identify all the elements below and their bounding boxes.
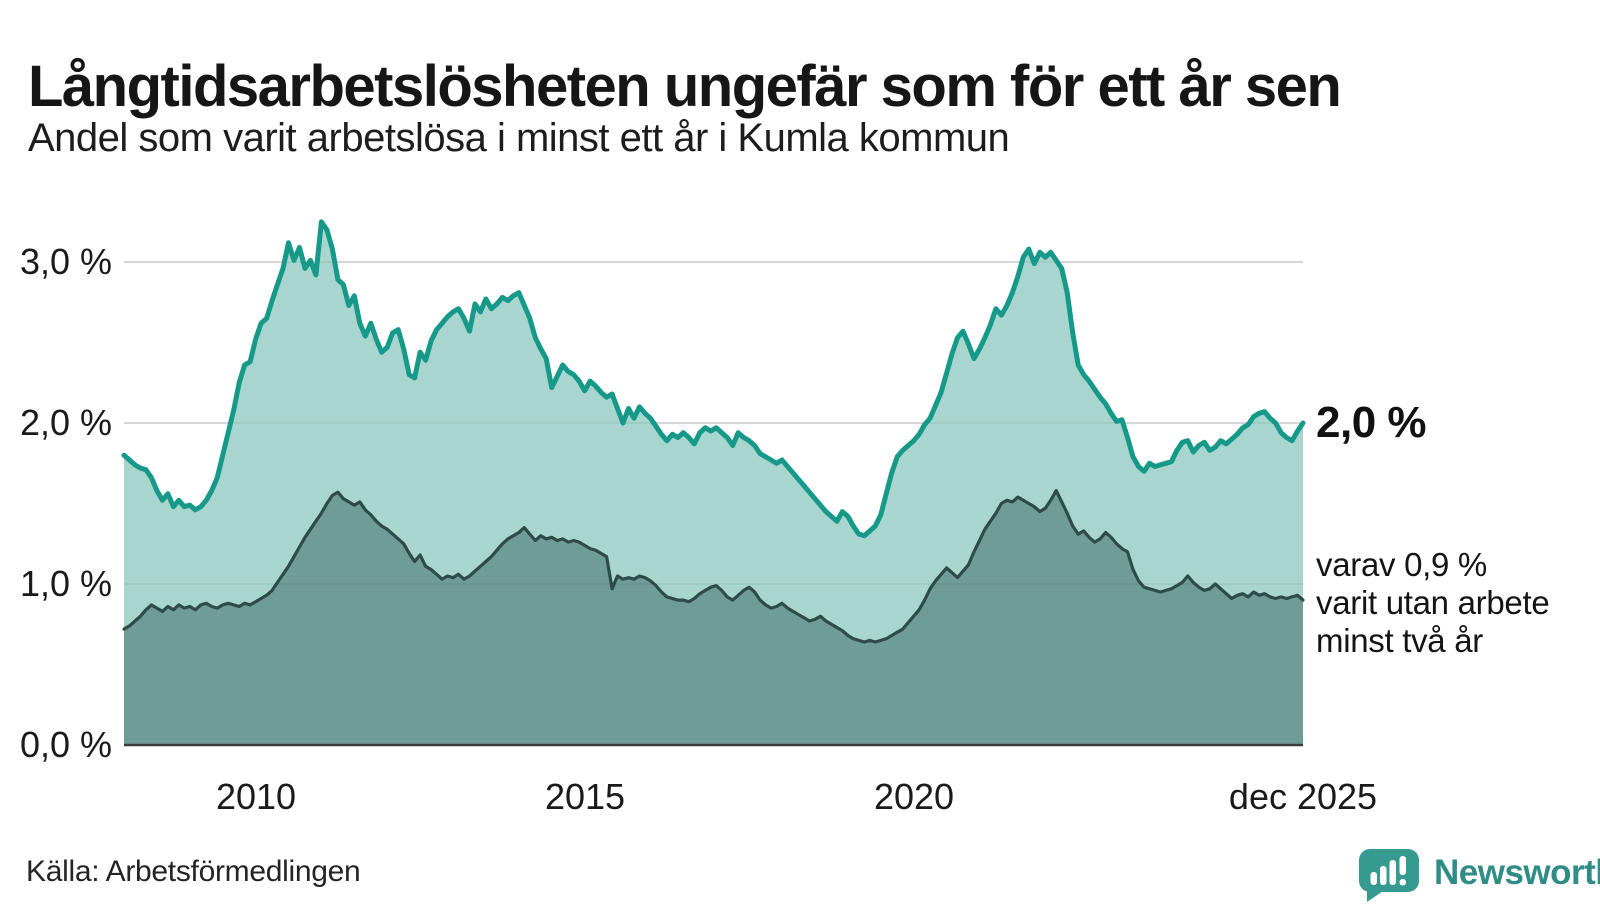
secondary-series-annotation: varav 0,9 % varit utan arbete minst två …	[1316, 546, 1550, 659]
chart-subtitle: Andel som varit arbetslösa i minst ett å…	[28, 116, 1010, 160]
brand-logo: Newsworthy	[1358, 848, 1600, 904]
brand-name: Newsworthy	[1434, 853, 1600, 892]
x-axis-tick-2015: 2015	[544, 776, 626, 817]
y-axis-tick-0: 0,0 %	[19, 724, 112, 765]
end-value-label: 2,0 %	[1316, 398, 1427, 447]
x-axis-tick-2010: 2010	[215, 776, 297, 817]
y-axis-tick-2: 2,0 %	[19, 402, 112, 443]
x-axis-tick-2020: 2020	[873, 776, 955, 817]
y-axis-tick-1: 1,0 %	[19, 563, 112, 604]
y-axis-tick-3: 3,0 %	[19, 241, 112, 282]
source-note: Källa: Arbetsförmedlingen	[26, 855, 361, 888]
x-axis-tick-dec-2025: dec 2025	[1228, 776, 1378, 817]
newsworthy-icon	[1359, 849, 1419, 902]
page-title: Långtidsarbetslösheten ungefär som för e…	[28, 53, 1342, 119]
